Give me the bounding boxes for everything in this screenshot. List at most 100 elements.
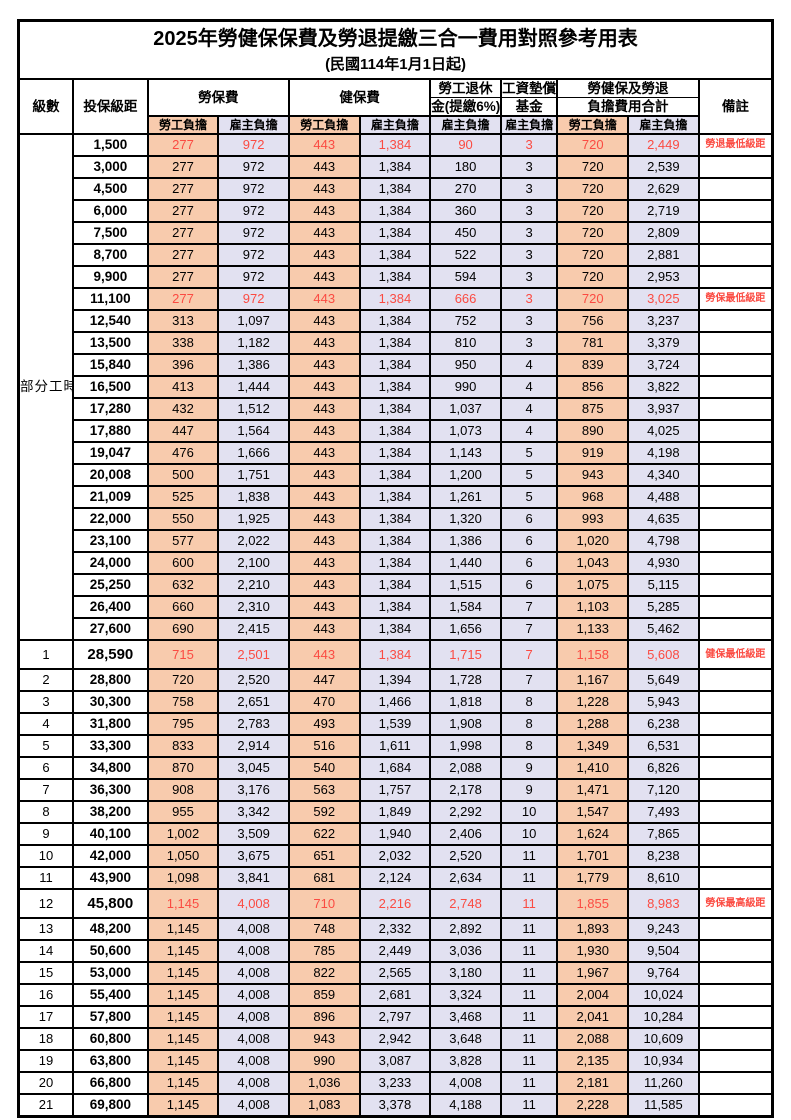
level-cell: 21 [17, 1093, 74, 1118]
fee-cell-pension-employer: 180 [429, 155, 502, 179]
fee-comparison-table: 2025年勞健保保費及勞退提繳三合一費用對照參考用表 (民國114年1月1日起)… [17, 19, 774, 1118]
fee-cell-labor-employee: 447 [146, 419, 220, 443]
fee-cell-labor-employer: 2,100 [217, 551, 290, 575]
bracket-cell: 19,047 [72, 441, 149, 465]
fee-cell-wagefund-employer: 7 [499, 617, 559, 641]
bracket-cell: 24,000 [72, 551, 149, 575]
bracket-cell: 9,900 [72, 265, 149, 289]
fee-cell-total-employer: 3,025 [627, 287, 700, 311]
fee-cell-total-employer: 11,260 [627, 1071, 700, 1095]
fee-cell-health-employee: 493 [287, 712, 361, 736]
remark-cell [697, 265, 774, 289]
bracket-cell: 16,500 [72, 375, 149, 399]
table-row: 6 34,800 870 3,045 540 1,684 2,088 9 1,410 6,826 [17, 756, 774, 780]
fee-cell-wagefund-employer: 3 [499, 309, 559, 333]
fee-cell-pension-employer: 752 [429, 309, 502, 333]
fee-cell-pension-employer: 3,036 [429, 939, 502, 963]
bracket-cell: 34,800 [72, 756, 149, 780]
fee-cell-total-employee: 1,133 [556, 617, 630, 641]
fee-cell-total-employee: 720 [556, 199, 630, 223]
remark-cell: 勞保最低級距 [697, 287, 774, 311]
fee-cell-health-employer: 1,384 [358, 287, 432, 311]
bracket-cell: 53,000 [72, 961, 149, 985]
level-cell: 6 [17, 756, 74, 780]
fee-cell-labor-employee: 870 [146, 756, 220, 780]
fee-cell-health-employee: 859 [287, 983, 361, 1007]
fee-cell-health-employee: 443 [287, 617, 361, 641]
fee-cell-labor-employee: 908 [146, 778, 220, 802]
remark-cell [697, 800, 774, 824]
bracket-cell: 28,800 [72, 668, 149, 692]
remark-cell [697, 199, 774, 223]
fee-cell-labor-employee: 1,145 [146, 1005, 220, 1029]
bracket-cell: 22,000 [72, 507, 149, 531]
fee-cell-total-employee: 1,167 [556, 668, 630, 692]
table-row: 1 28,590 715 2,501 443 1,384 1,715 7 1,158 5,608 健… [17, 639, 774, 670]
fee-cell-health-employer: 1,394 [358, 668, 432, 692]
fee-cell-health-employee: 990 [287, 1049, 361, 1073]
fee-cell-total-employee: 1,158 [556, 639, 630, 670]
bracket-cell: 17,880 [72, 419, 149, 443]
fee-cell-health-employer: 1,940 [358, 822, 432, 846]
header-row-3: 勞工負擔 雇主負擔 勞工負擔 雇主負擔 雇主負擔 雇主負擔 勞工負擔 雇主負擔 [19, 115, 773, 135]
fee-cell-labor-employee: 1,145 [146, 1093, 220, 1118]
fee-cell-labor-employee: 277 [146, 199, 220, 223]
fee-cell-pension-employer: 3,828 [429, 1049, 502, 1073]
fee-cell-wagefund-employer: 11 [499, 1027, 559, 1051]
bracket-cell: 45,800 [72, 888, 149, 919]
fee-cell-labor-employee: 955 [146, 800, 220, 824]
fee-cell-total-employer: 7,493 [627, 800, 700, 824]
fee-cell-labor-employer: 2,022 [217, 529, 290, 553]
fee-cell-labor-employer: 4,008 [217, 917, 290, 941]
fee-cell-pension-employer: 1,515 [429, 573, 502, 597]
remark-cell [697, 507, 774, 531]
fee-cell-labor-employee: 500 [146, 463, 220, 487]
level-cell: 2 [17, 668, 74, 692]
level-cell: 18 [17, 1027, 74, 1051]
fee-cell-health-employee: 710 [287, 888, 361, 919]
fee-cell-health-employer: 1,384 [358, 331, 432, 355]
bracket-cell: 43,900 [72, 866, 149, 890]
fee-cell-labor-employee: 476 [146, 441, 220, 465]
fee-cell-health-employee: 443 [287, 243, 361, 267]
bracket-cell: 63,800 [72, 1049, 149, 1073]
fee-cell-labor-employer: 972 [217, 199, 290, 223]
fee-cell-wagefund-employer: 3 [499, 221, 559, 245]
fee-cell-pension-employer: 950 [429, 353, 502, 377]
bracket-cell: 48,200 [72, 917, 149, 941]
remark-cell [697, 573, 774, 597]
fee-cell-wagefund-employer: 7 [499, 668, 559, 692]
fee-cell-labor-employer: 2,651 [217, 690, 290, 714]
table-row: 12 45,800 1,145 4,008 710 2,216 2,748 11 1,855 8,… [17, 888, 774, 919]
remark-cell [697, 177, 774, 201]
fee-cell-wagefund-employer: 11 [499, 917, 559, 941]
fee-cell-total-employee: 2,181 [556, 1071, 630, 1095]
fee-cell-health-employer: 2,332 [358, 917, 432, 941]
fee-cell-labor-employee: 277 [146, 265, 220, 289]
remark-cell [697, 961, 774, 985]
fee-cell-labor-employee: 550 [146, 507, 220, 531]
fee-cell-health-employer: 2,797 [358, 1005, 432, 1029]
fee-cell-total-employee: 1,288 [556, 712, 630, 736]
fee-cell-health-employee: 443 [287, 331, 361, 355]
fee-cell-total-employee: 2,088 [556, 1027, 630, 1051]
fee-cell-health-employee: 443 [287, 573, 361, 597]
remark-cell [697, 778, 774, 802]
table-row: 8 38,200 955 3,342 592 1,849 2,292 10 1,547 7,493 [17, 800, 774, 824]
fee-cell-total-employee: 2,041 [556, 1005, 630, 1029]
fee-cell-total-employee: 1,701 [556, 844, 630, 868]
level-cell: 5 [17, 734, 74, 758]
fee-cell-labor-employee: 1,050 [146, 844, 220, 868]
fee-cell-health-employee: 443 [287, 595, 361, 619]
table-row: 9 40,100 1,002 3,509 622 1,940 2,406 10 1,624 7,8… [17, 822, 774, 846]
level-cell: 16 [17, 983, 74, 1007]
fee-cell-total-employer: 3,237 [627, 309, 700, 333]
col-header-pension-line1: 勞工退休 [429, 78, 502, 98]
fee-cell-health-employer: 1,466 [358, 690, 432, 714]
fee-cell-labor-employer: 2,520 [217, 668, 290, 692]
fee-cell-health-employer: 1,384 [358, 133, 432, 157]
col-header-total-line1: 勞健保及勞退 [556, 78, 700, 98]
fee-cell-labor-employee: 1,145 [146, 888, 220, 919]
fee-cell-health-employer: 1,384 [358, 353, 432, 377]
